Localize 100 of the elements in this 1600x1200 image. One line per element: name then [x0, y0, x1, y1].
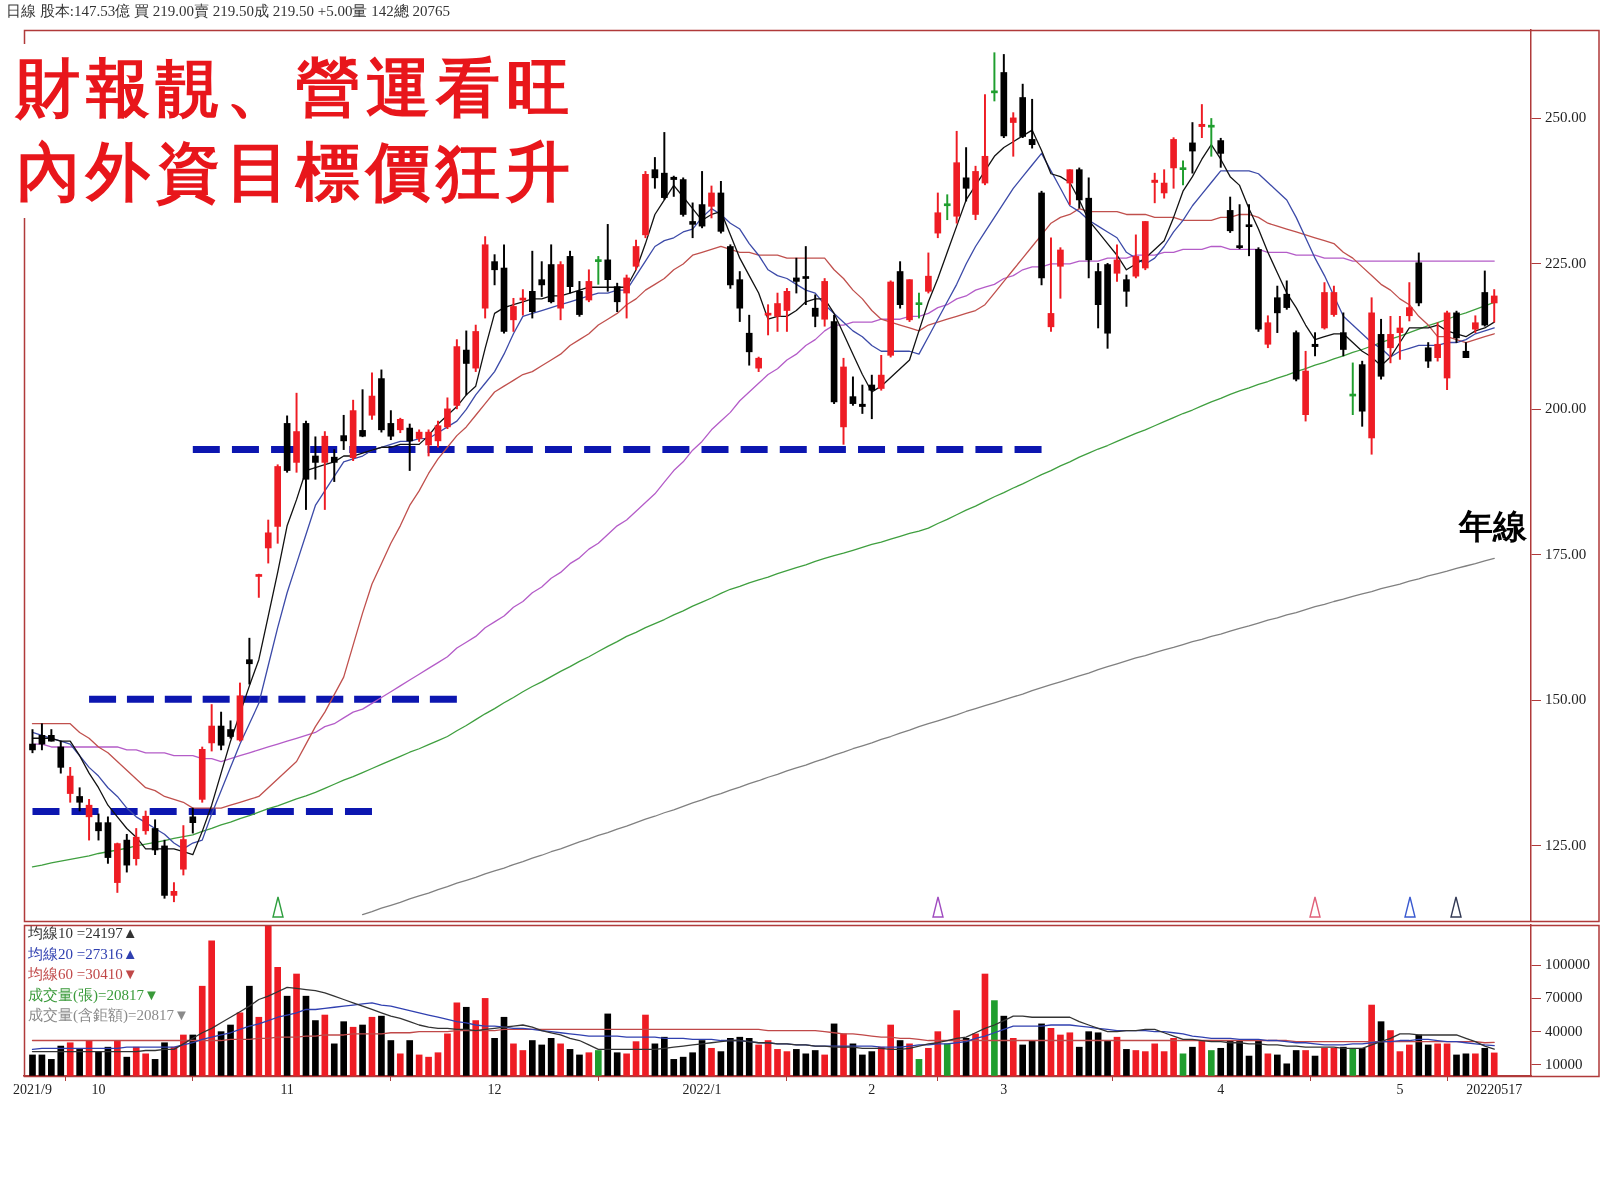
x-tick-label: 2022/1 [682, 1082, 722, 1098]
bar [132, 1046, 140, 1076]
bar [821, 1054, 828, 1076]
bar [1415, 1034, 1423, 1076]
bar [868, 1051, 876, 1076]
bar [151, 1059, 159, 1076]
bar [66, 1042, 74, 1076]
bar [604, 1013, 612, 1076]
bar [519, 1050, 527, 1076]
bar [1292, 1050, 1300, 1076]
bar [29, 1054, 36, 1076]
bar [717, 1051, 725, 1076]
bar [312, 1020, 319, 1076]
bar [1151, 1043, 1159, 1076]
bar [95, 1051, 102, 1076]
x-tick-label: 20220517 [1466, 1082, 1523, 1098]
bar [585, 1052, 593, 1076]
bar [1453, 1054, 1460, 1076]
bar [1217, 1047, 1225, 1076]
y-tick-label: 125.00 [1545, 836, 1587, 853]
bar [859, 1054, 866, 1076]
bar [1302, 1050, 1309, 1076]
bar [1170, 1037, 1177, 1076]
bar [708, 1047, 715, 1076]
bar [1019, 1044, 1027, 1076]
bar [972, 1033, 979, 1076]
bar [180, 1034, 187, 1076]
bar [293, 973, 300, 1076]
candlestick [802, 246, 810, 306]
bar [387, 1040, 395, 1076]
bar [123, 1056, 131, 1076]
bar [378, 1015, 385, 1076]
bar [1424, 1044, 1432, 1076]
bar [1387, 1030, 1394, 1076]
bar [76, 1049, 83, 1076]
bar [274, 967, 282, 1076]
bar [953, 1010, 961, 1076]
bar [1085, 1031, 1093, 1076]
bar [566, 1049, 574, 1076]
bar [1321, 1047, 1328, 1076]
candlestick [1245, 204, 1253, 257]
bar [1481, 1047, 1489, 1076]
bar [510, 1043, 517, 1076]
bar [745, 1037, 753, 1076]
bar [1160, 1051, 1168, 1076]
bar [189, 1034, 197, 1076]
text: 均線20 =27316▲ [27, 945, 138, 962]
bar [1349, 1047, 1357, 1076]
bar [161, 1042, 168, 1076]
bar [406, 1040, 414, 1076]
bar [1273, 1054, 1281, 1076]
y-tick-label: 175.00 [1545, 545, 1587, 562]
bar [1490, 1052, 1498, 1076]
candlestick [594, 256, 602, 285]
bar [1462, 1053, 1470, 1076]
text: 財報靚、營運看旺內外資目標價狂升 [10, 44, 600, 218]
bar [915, 1059, 923, 1076]
y-tick-label: 225.00 [1545, 254, 1587, 271]
bar [576, 1054, 583, 1076]
bar [1132, 1050, 1140, 1076]
bar [359, 1024, 366, 1076]
bar [1358, 1047, 1366, 1076]
candlestick [246, 637, 253, 685]
bar [689, 1052, 696, 1076]
annotation: 成交量(張)=20817▼ [28, 986, 159, 1004]
bar [208, 940, 215, 1076]
y-tick-label: 40000 [1545, 1022, 1583, 1039]
text: 均線10 =24197▲ [27, 925, 138, 942]
x-tick-label: 3 [1000, 1082, 1008, 1098]
bar [462, 1006, 470, 1076]
series-label: 年線 [1458, 506, 1528, 547]
bar [1075, 1046, 1083, 1076]
bar [547, 1037, 555, 1076]
bar [1283, 1063, 1291, 1076]
bar [1264, 1053, 1272, 1076]
bar [906, 1043, 913, 1076]
bar [1141, 1051, 1149, 1076]
y-tick-label: 250.00 [1545, 109, 1587, 126]
bar [1434, 1043, 1441, 1076]
bar [1179, 1053, 1187, 1076]
candlestick [1198, 104, 1206, 138]
bar [991, 1000, 998, 1076]
candlestick [1236, 204, 1243, 250]
bar [679, 1056, 687, 1076]
bar [793, 1049, 800, 1076]
bar [227, 1024, 234, 1076]
bar [661, 1036, 668, 1076]
candlestick [943, 194, 951, 221]
bar [670, 1059, 678, 1076]
bar [840, 1033, 847, 1076]
bar [1255, 1040, 1262, 1076]
bar [934, 1031, 942, 1076]
bar [491, 1037, 498, 1076]
bar [887, 1024, 894, 1076]
chart-subtitle: 日線 股本:147.53億 買 219.00賣 219.50成 219.50 +5.00量 142總 20765 [6, 2, 450, 20]
bar [594, 1050, 602, 1076]
x-tick-label: 10 [91, 1082, 106, 1098]
bar [48, 1059, 55, 1076]
bar [1368, 1004, 1375, 1076]
bar [57, 1045, 65, 1076]
